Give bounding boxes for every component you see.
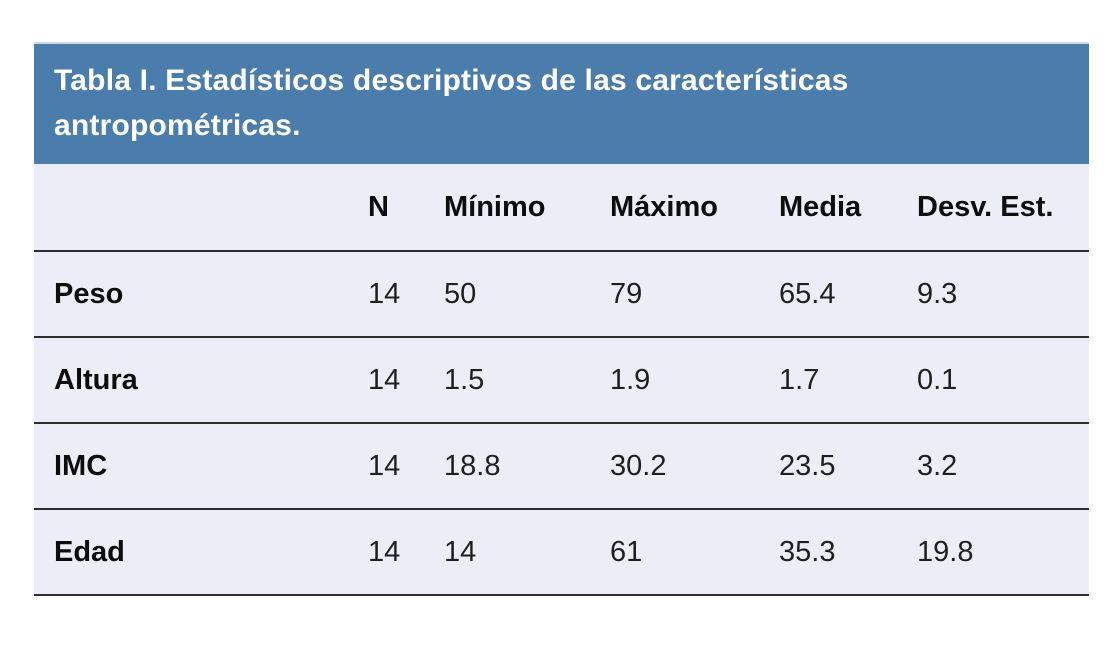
row-label: Peso xyxy=(54,277,124,310)
cell-desv-est: 0.1 xyxy=(917,363,958,396)
table-row-peso: Peso 14 50 79 65.4 9.3 xyxy=(34,252,1089,338)
cell-media: 23.5 xyxy=(779,449,836,482)
column-header-desv-est: Desv. Est. xyxy=(917,190,1054,223)
column-header-minimo: Mínimo xyxy=(444,190,546,223)
cell-minimo: 1.5 xyxy=(444,363,485,396)
cell-desv-est: 9.3 xyxy=(917,277,958,310)
table-row-altura: Altura 14 1.5 1.9 1.7 0.1 xyxy=(34,338,1089,424)
cell-maximo: 79 xyxy=(610,277,643,310)
cell-desv-est: 3.2 xyxy=(917,449,958,482)
cell-minimo: 14 xyxy=(444,535,477,568)
cell-media: 1.7 xyxy=(779,363,820,396)
cell-media: 35.3 xyxy=(779,535,836,568)
cell-minimo: 50 xyxy=(444,277,477,310)
cell-n: 14 xyxy=(368,363,401,396)
cell-n: 14 xyxy=(368,277,401,310)
cell-desv-est: 19.8 xyxy=(917,535,974,568)
cell-maximo: 1.9 xyxy=(610,363,651,396)
row-label: Edad xyxy=(54,535,125,568)
column-header-maximo: Máximo xyxy=(610,190,718,223)
cell-n: 14 xyxy=(368,449,401,482)
table-title: Tabla I. Estadísticos descriptivos de la… xyxy=(54,64,849,142)
cell-maximo: 30.2 xyxy=(610,449,667,482)
statistics-table-figure: Tabla I. Estadísticos descriptivos de la… xyxy=(34,42,1089,596)
table-row-edad: Edad 14 14 61 35.3 19.8 xyxy=(34,510,1089,596)
column-header-media: Media xyxy=(779,190,862,223)
cell-n: 14 xyxy=(368,535,401,568)
row-label: Altura xyxy=(54,363,138,396)
column-header-row: N Mínimo Máximo Media Desv. Est. xyxy=(34,164,1089,252)
cell-maximo: 61 xyxy=(610,535,643,568)
cell-media: 65.4 xyxy=(779,277,836,310)
column-header-n: N xyxy=(368,190,389,223)
table-title-bar: Tabla I. Estadísticos descriptivos de la… xyxy=(34,42,1089,164)
cell-minimo: 18.8 xyxy=(444,449,501,482)
row-label: IMC xyxy=(54,449,108,482)
table-row-imc: IMC 14 18.8 30.2 23.5 3.2 xyxy=(34,424,1089,510)
